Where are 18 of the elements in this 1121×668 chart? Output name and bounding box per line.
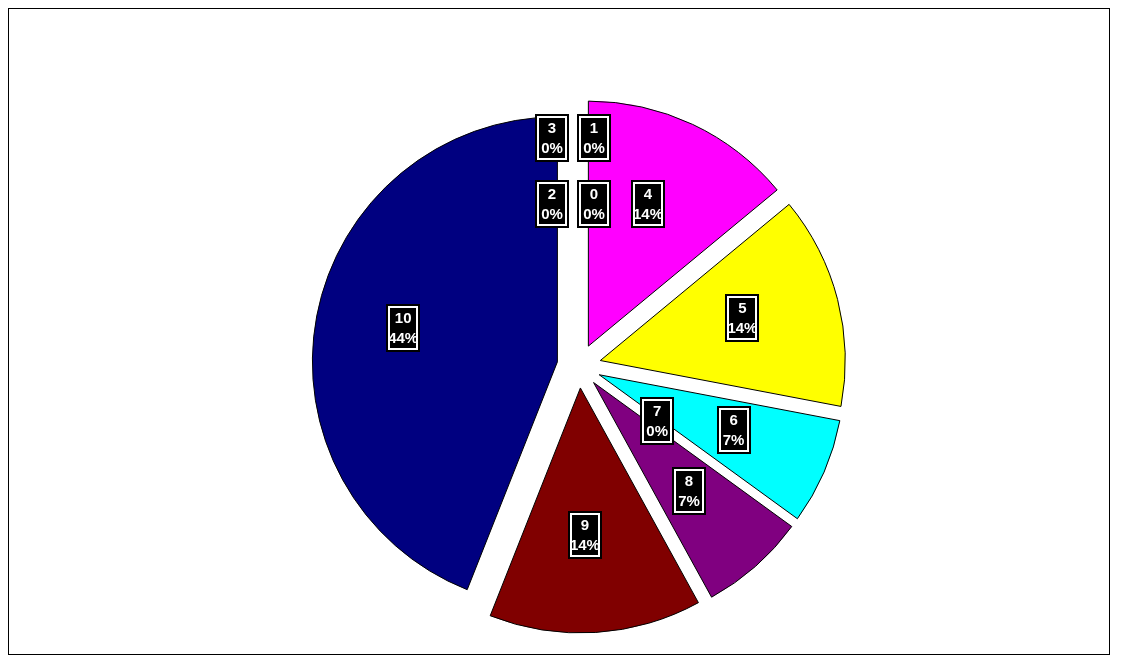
category-label: 0 <box>589 185 599 203</box>
slice-label: 8 <box>683 471 695 492</box>
category-label: 7 <box>653 402 662 420</box>
category-label: 3 <box>547 119 557 137</box>
text: 0% <box>541 139 563 157</box>
text: 0% <box>541 205 563 223</box>
slice-label: 5 <box>737 297 748 318</box>
category-label: 2 <box>547 185 557 203</box>
slice-label: 9 <box>579 514 591 535</box>
slice-label: 10 <box>393 308 413 329</box>
category-label: 1 <box>589 119 599 137</box>
slice-label: 4 <box>642 183 654 204</box>
text: 0% <box>646 422 669 440</box>
text: 0% <box>583 139 605 157</box>
data-label: 7% <box>721 430 746 451</box>
slice-label: 6 <box>728 410 739 431</box>
text: 0% <box>583 205 605 223</box>
data-label: 7% <box>677 491 701 512</box>
